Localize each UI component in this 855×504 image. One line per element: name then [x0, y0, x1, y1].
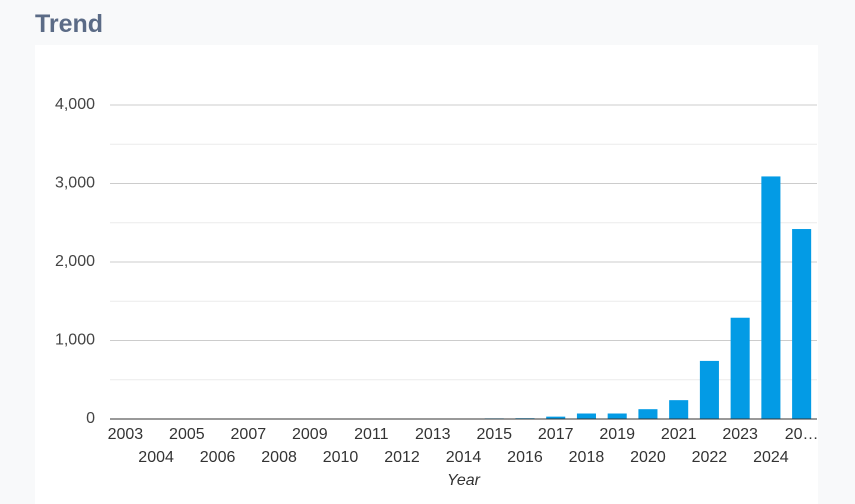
x-tick-label: 2003: [108, 426, 144, 443]
x-tick-label: 2008: [261, 449, 297, 466]
chart-panel: [35, 45, 818, 504]
bar: [576, 413, 596, 419]
y-tick-label: 1,000: [55, 332, 95, 349]
y-tick-label: 4,000: [55, 96, 95, 113]
bar: [761, 176, 781, 419]
x-tick-label: 2006: [200, 449, 236, 466]
bar: [638, 409, 658, 419]
y-tick-label: 2,000: [55, 253, 95, 270]
x-tick-label: 2012: [384, 449, 420, 466]
x-tick-label: 2018: [569, 449, 605, 466]
y-tick-label: 0: [86, 410, 95, 427]
x-tick-label: 2022: [692, 449, 728, 466]
x-tick-label: 2019: [599, 426, 635, 443]
bar: [792, 229, 812, 419]
x-tick-label: 20…: [785, 426, 819, 443]
x-tick-label: 2009: [292, 426, 328, 443]
x-tick-label: 2021: [661, 426, 697, 443]
x-tick-label: 2015: [476, 426, 512, 443]
bar: [607, 413, 627, 419]
y-tick-label: 3,000: [55, 175, 95, 192]
page-title: Trend: [35, 10, 104, 38]
x-tick-label: 2014: [446, 449, 482, 466]
x-tick-label: 2016: [507, 449, 543, 466]
x-tick-label: 2004: [138, 449, 174, 466]
x-tick-label: 2010: [323, 449, 359, 466]
bar: [546, 416, 566, 419]
x-axis-title: Year: [447, 472, 481, 489]
x-tick-label: 2024: [753, 449, 789, 466]
bar: [669, 400, 689, 419]
x-tick-label: 2020: [630, 449, 666, 466]
bar: [699, 360, 719, 419]
x-tick-label: 2023: [722, 426, 758, 443]
bar: [730, 317, 750, 419]
x-tick-label: 2017: [538, 426, 574, 443]
x-tick-label: 2011: [354, 426, 389, 443]
x-tick-label: 2013: [415, 426, 451, 443]
x-tick-label: 2005: [169, 426, 205, 443]
x-tick-label: 2007: [231, 426, 267, 443]
